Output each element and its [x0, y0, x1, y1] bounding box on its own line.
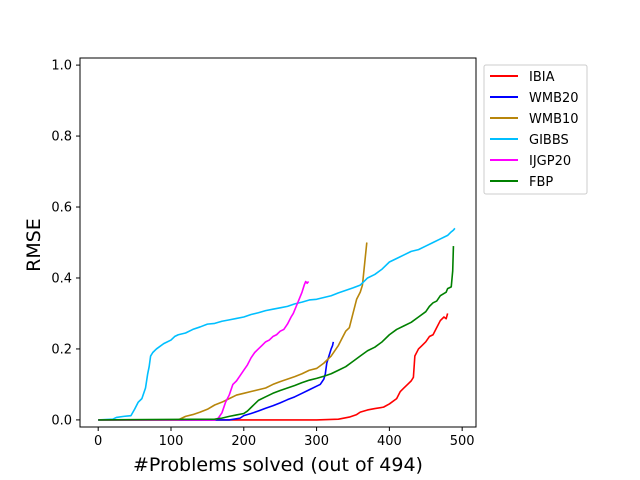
legend: IBIA WMB20 WMB10 GIBBS IJGP20 FBP	[483, 64, 588, 195]
series-line-ibia	[98, 313, 449, 421]
legend-label-fbp: FBP	[529, 175, 553, 190]
series-line-ijgp20	[98, 280, 310, 421]
legend-label-ijgp20: IJGP20	[529, 154, 571, 169]
plot-frame	[79, 57, 477, 428]
x-axis: 0 100 200 300 400 500	[94, 427, 475, 449]
legend-label-ibia: IBIA	[529, 70, 555, 85]
x-tick-label: 200	[231, 434, 256, 449]
x-tick-label: 0	[94, 434, 102, 449]
y-tick-label: 0.6	[51, 201, 72, 216]
series-line-wmb20	[98, 341, 335, 421]
y-axis-label: RMSE	[23, 218, 45, 272]
x-tick-label: 100	[159, 434, 184, 449]
x-tick-label: 400	[377, 434, 402, 449]
y-tick-label: 0.8	[51, 130, 72, 145]
series-layer	[98, 227, 456, 421]
y-tick-label: 0.4	[51, 271, 72, 286]
series-line-wmb10	[98, 242, 368, 421]
x-tick-label: 300	[304, 434, 329, 449]
y-tick-label: 0.0	[51, 413, 72, 428]
legend-label-wmb20: WMB20	[529, 91, 579, 106]
y-tick-label: 1.0	[51, 59, 72, 74]
legend-label-gibbs: GIBBS	[529, 133, 569, 148]
series-line-gibbs	[98, 227, 456, 421]
x-axis-label: #Problems solved (out of 494)	[133, 454, 423, 476]
x-tick-label: 500	[450, 434, 475, 449]
legend-label-wmb10: WMB10	[529, 112, 579, 127]
series-line-fbp	[98, 246, 455, 421]
y-axis: 0.0 0.2 0.4 0.6 0.8 1.0	[51, 59, 80, 428]
y-tick-label: 0.2	[51, 342, 72, 357]
